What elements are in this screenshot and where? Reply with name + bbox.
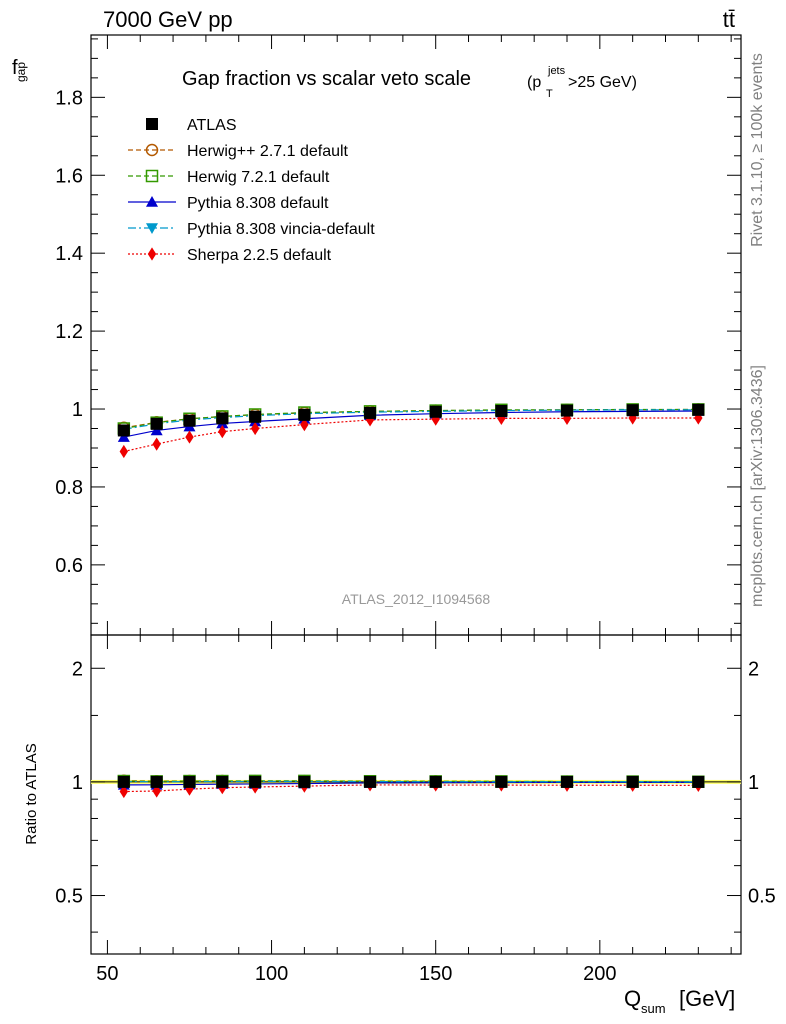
x-tick-label: 200 bbox=[583, 963, 616, 985]
ratio-tick-label-left: 0.5 bbox=[55, 886, 83, 908]
rivet-version-label: Rivet 3.1.10, ≥ 100k events bbox=[749, 53, 766, 247]
data-point-marker bbox=[561, 775, 574, 788]
y-tick-label-main: 0.8 bbox=[55, 477, 83, 499]
title-cut-sub: T bbox=[546, 88, 553, 100]
x-axis-label-sub: sum bbox=[641, 1001, 666, 1016]
data-point-marker bbox=[117, 431, 130, 442]
data-point-marker bbox=[364, 406, 377, 419]
ratio-tick-label-right: 1 bbox=[748, 772, 759, 794]
data-point-marker bbox=[216, 412, 229, 425]
title-cut-prefix: (p bbox=[527, 74, 541, 91]
legend-entry-label: Herwig 7.2.1 default bbox=[187, 169, 330, 186]
data-point-marker bbox=[495, 775, 508, 788]
x-axis-label-text: Q bbox=[624, 986, 641, 1011]
data-point-marker bbox=[185, 430, 194, 444]
data-point-marker bbox=[150, 775, 163, 788]
x-tick-label: 150 bbox=[419, 963, 452, 985]
data-point-marker bbox=[185, 782, 194, 796]
data-point-marker bbox=[429, 405, 442, 418]
title-cut-sup: jets bbox=[547, 65, 566, 77]
data-point-marker bbox=[692, 403, 705, 416]
data-point-marker bbox=[250, 421, 260, 436]
ratio-tick-label-right: 0.5 bbox=[748, 886, 776, 908]
data-point-marker bbox=[218, 425, 227, 439]
data-point-marker bbox=[119, 784, 129, 799]
y-tick-label-main: 1.6 bbox=[55, 165, 83, 187]
mcplots-source-label: mcplots.cern.ch [arXiv:1306.3436] bbox=[749, 365, 766, 607]
data-point-marker bbox=[145, 143, 159, 157]
tick-labels: 50 100 150 200 0.6 0.8 1 1.2 1.4 1.6 1.8 0.5 0.5 1 1 2 2 bbox=[55, 87, 776, 985]
data-point-marker bbox=[117, 424, 130, 437]
chart-title-text: Gap fraction vs scalar veto scale bbox=[182, 68, 471, 90]
data-point-marker bbox=[562, 411, 572, 425]
chart-title: Gap fraction vs scalar veto scale (p jet… bbox=[182, 65, 637, 100]
data-point-marker bbox=[298, 775, 311, 788]
data-point-marker bbox=[626, 404, 639, 417]
data-point-marker bbox=[183, 775, 196, 788]
x-axis-label-unit: [GeV] bbox=[679, 986, 735, 1011]
data-point-marker bbox=[249, 410, 262, 423]
legend-entry-label: ATLAS bbox=[187, 117, 237, 134]
data-point-marker bbox=[150, 417, 163, 430]
data-point-marker bbox=[249, 775, 262, 788]
x-axis-label: Q sum [GeV] bbox=[624, 986, 735, 1016]
data-point-marker bbox=[146, 223, 158, 234]
y-tick-label-main: 1.4 bbox=[55, 243, 83, 265]
data-point-marker bbox=[117, 775, 130, 788]
y-axis-label-main: f gap bbox=[12, 57, 28, 82]
data-point-marker bbox=[152, 437, 161, 451]
legend-entry-label: Pythia 8.308 vincia-default bbox=[187, 221, 375, 238]
legend: ATLAS Herwig++ 2.7.1 default Herwig 7.2.1 … bbox=[128, 117, 375, 264]
data-point-marker bbox=[216, 775, 229, 788]
ratio-tick-label-left: 2 bbox=[72, 658, 83, 680]
data-point-marker bbox=[119, 444, 129, 459]
y-axis-label-ratio: Ratio to ATLAS bbox=[23, 743, 40, 844]
title-cut-suffix: >25 GeV) bbox=[568, 74, 637, 91]
legend-entry-label: Sherpa 2.2.5 default bbox=[187, 247, 332, 264]
x-tick-label: 100 bbox=[255, 963, 288, 985]
y-tick-label-main: 0.6 bbox=[55, 555, 83, 577]
series-markers bbox=[117, 403, 705, 799]
series-line-main bbox=[123, 410, 699, 438]
series-line-main bbox=[123, 417, 699, 453]
y-tick-label-main: 1 bbox=[72, 399, 83, 421]
data-point-marker bbox=[145, 169, 159, 183]
legend-entry-label: Herwig++ 2.7.1 default bbox=[187, 143, 349, 160]
ratio-panel-frame bbox=[90, 634, 742, 955]
data-point-marker bbox=[364, 775, 377, 788]
data-point-marker bbox=[561, 404, 574, 417]
data-point-marker bbox=[298, 408, 311, 421]
series-line-ratio bbox=[123, 784, 699, 793]
y-axis-label-main-sub: gap bbox=[14, 62, 28, 82]
energy-label: 7000 GeV pp bbox=[103, 7, 233, 32]
data-point-marker bbox=[429, 775, 442, 788]
data-point-marker bbox=[183, 414, 196, 427]
ratio-tick-label-left: 1 bbox=[72, 772, 83, 794]
y-axis-label-main-text: f bbox=[12, 57, 18, 79]
x-tick-label: 50 bbox=[96, 963, 118, 985]
data-point-marker bbox=[495, 404, 508, 417]
data-point-marker bbox=[150, 424, 163, 436]
y-tick-label-main: 1.8 bbox=[55, 87, 83, 109]
process-label: tt̄ bbox=[723, 7, 735, 32]
data-point-marker bbox=[146, 118, 158, 130]
data-point-marker bbox=[147, 247, 157, 261]
data-point-marker bbox=[692, 775, 705, 788]
legend-entry-label: Pythia 8.308 default bbox=[187, 195, 329, 212]
data-point-marker bbox=[626, 775, 639, 788]
data-point-marker bbox=[300, 418, 309, 432]
ratio-tick-label-right: 2 bbox=[748, 658, 759, 680]
analysis-watermark: ATLAS_2012_I1094568 bbox=[342, 591, 491, 607]
data-point-marker bbox=[146, 196, 158, 207]
y-tick-label-main: 1.2 bbox=[55, 321, 83, 343]
